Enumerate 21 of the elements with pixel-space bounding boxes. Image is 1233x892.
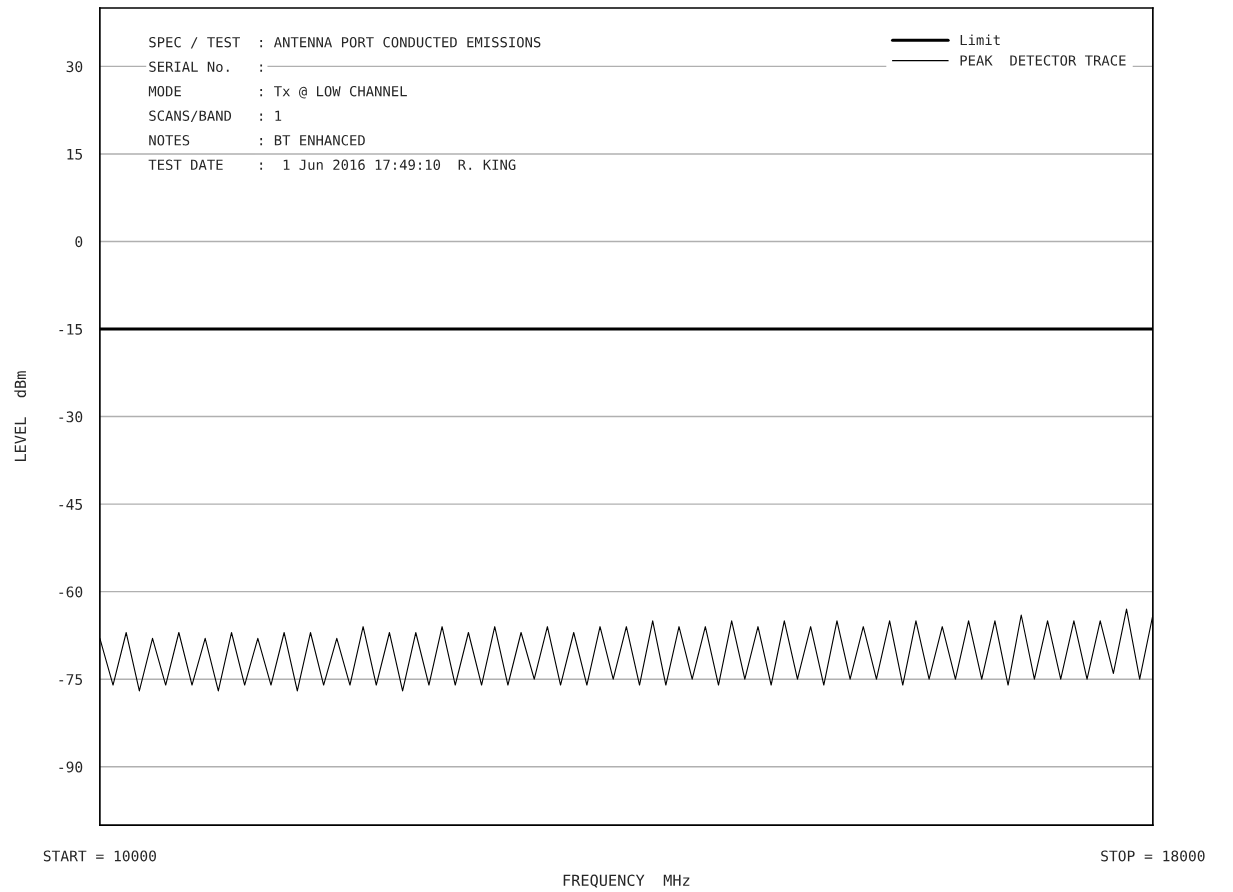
annotation: TEST DATE : 1 Jun 2016 17:49:10 R. KING [148,159,516,171]
y-tick-label: 15 [67,148,83,160]
annotation: SERIAL No. : [149,61,263,72]
y-tick-label: -60 [59,586,83,598]
annotation: MODE : Tx @ LOW CHANNEL [148,85,407,99]
annotation: SPEC / TEST : ANTENNA PORT CONDUCTED EMISSIONS [149,36,541,49]
legend-label: PEAK DETECTOR TRACE [960,55,1126,66]
y-tick-label: 30 [66,61,83,73]
y-tick-label: -30 [59,411,83,423]
y-tick-label: -90 [59,761,83,773]
y-axis-title: LEVEL dBm [14,371,27,461]
y-tick-label: -45 [59,499,83,510]
annotation: NOTES : BT ENHANCED [149,134,365,146]
legend-label: Limit [960,34,1000,46]
x-tick-label: STOP = 18000 [1101,850,1205,862]
y-tick-label: 0 [75,236,83,248]
x-tick-label: START = 10000 [43,850,156,862]
x-axis-title: FREQUENCY MHz [563,874,690,888]
annotation: SCANS/BAND : 1 [149,110,282,123]
y-tick-label: -75 [59,674,83,685]
y-tick-label: -15 [59,323,83,335]
